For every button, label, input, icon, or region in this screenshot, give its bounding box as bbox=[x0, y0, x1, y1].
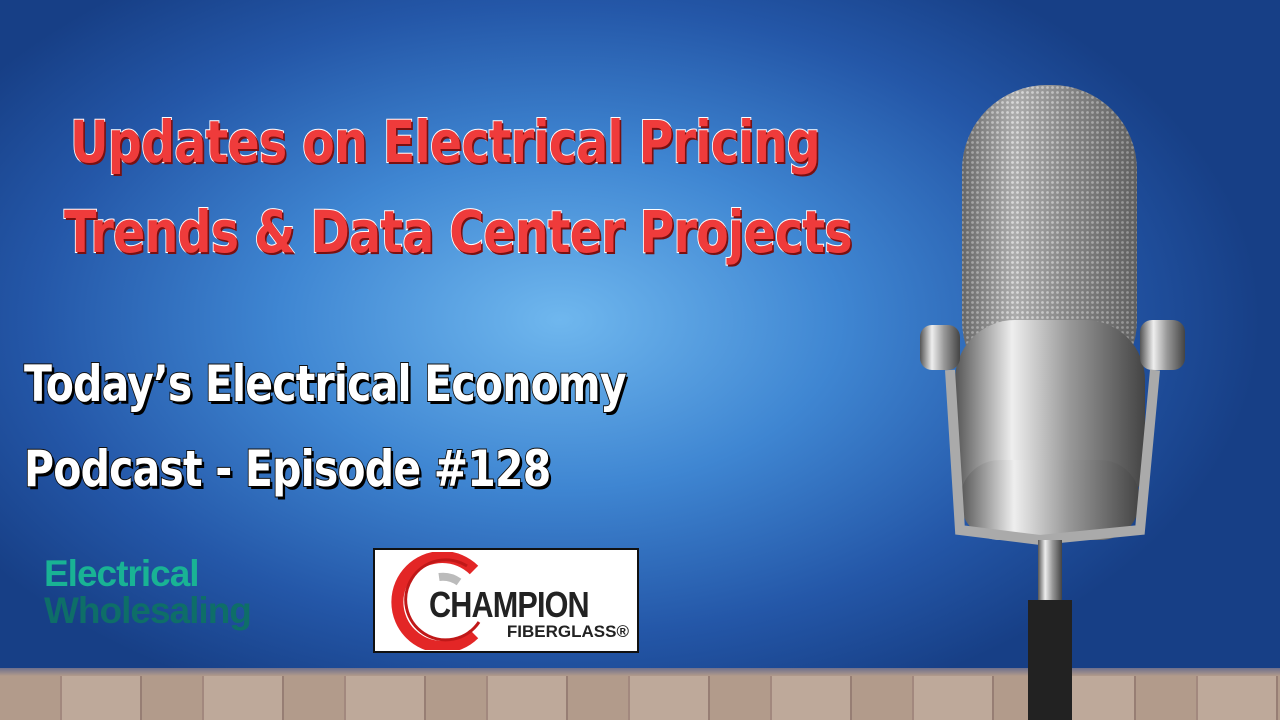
champion-fiberglass-logo: CHAMPION FIBERGLASS® bbox=[373, 548, 639, 653]
champion-name: CHAMPION bbox=[429, 584, 590, 625]
headline-line-1: Updates on Electrical Pricing bbox=[69, 107, 821, 177]
champion-sub: FIBERGLASS® bbox=[506, 622, 629, 641]
headline-line-2: Trends & Data Center Projects bbox=[63, 197, 853, 267]
microphone-image bbox=[920, 85, 1185, 720]
logo-line-1: Electrical bbox=[44, 553, 200, 594]
logo-line-2: Wholesaling bbox=[44, 590, 252, 631]
electrical-wholesaling-logo: Electrical Wholesaling bbox=[44, 553, 252, 631]
subtitle-line-2: Podcast - Episode #128 bbox=[23, 439, 552, 499]
swirl-icon bbox=[391, 552, 481, 650]
subtitle-line-1: Today’s Electrical Economy bbox=[23, 354, 627, 414]
